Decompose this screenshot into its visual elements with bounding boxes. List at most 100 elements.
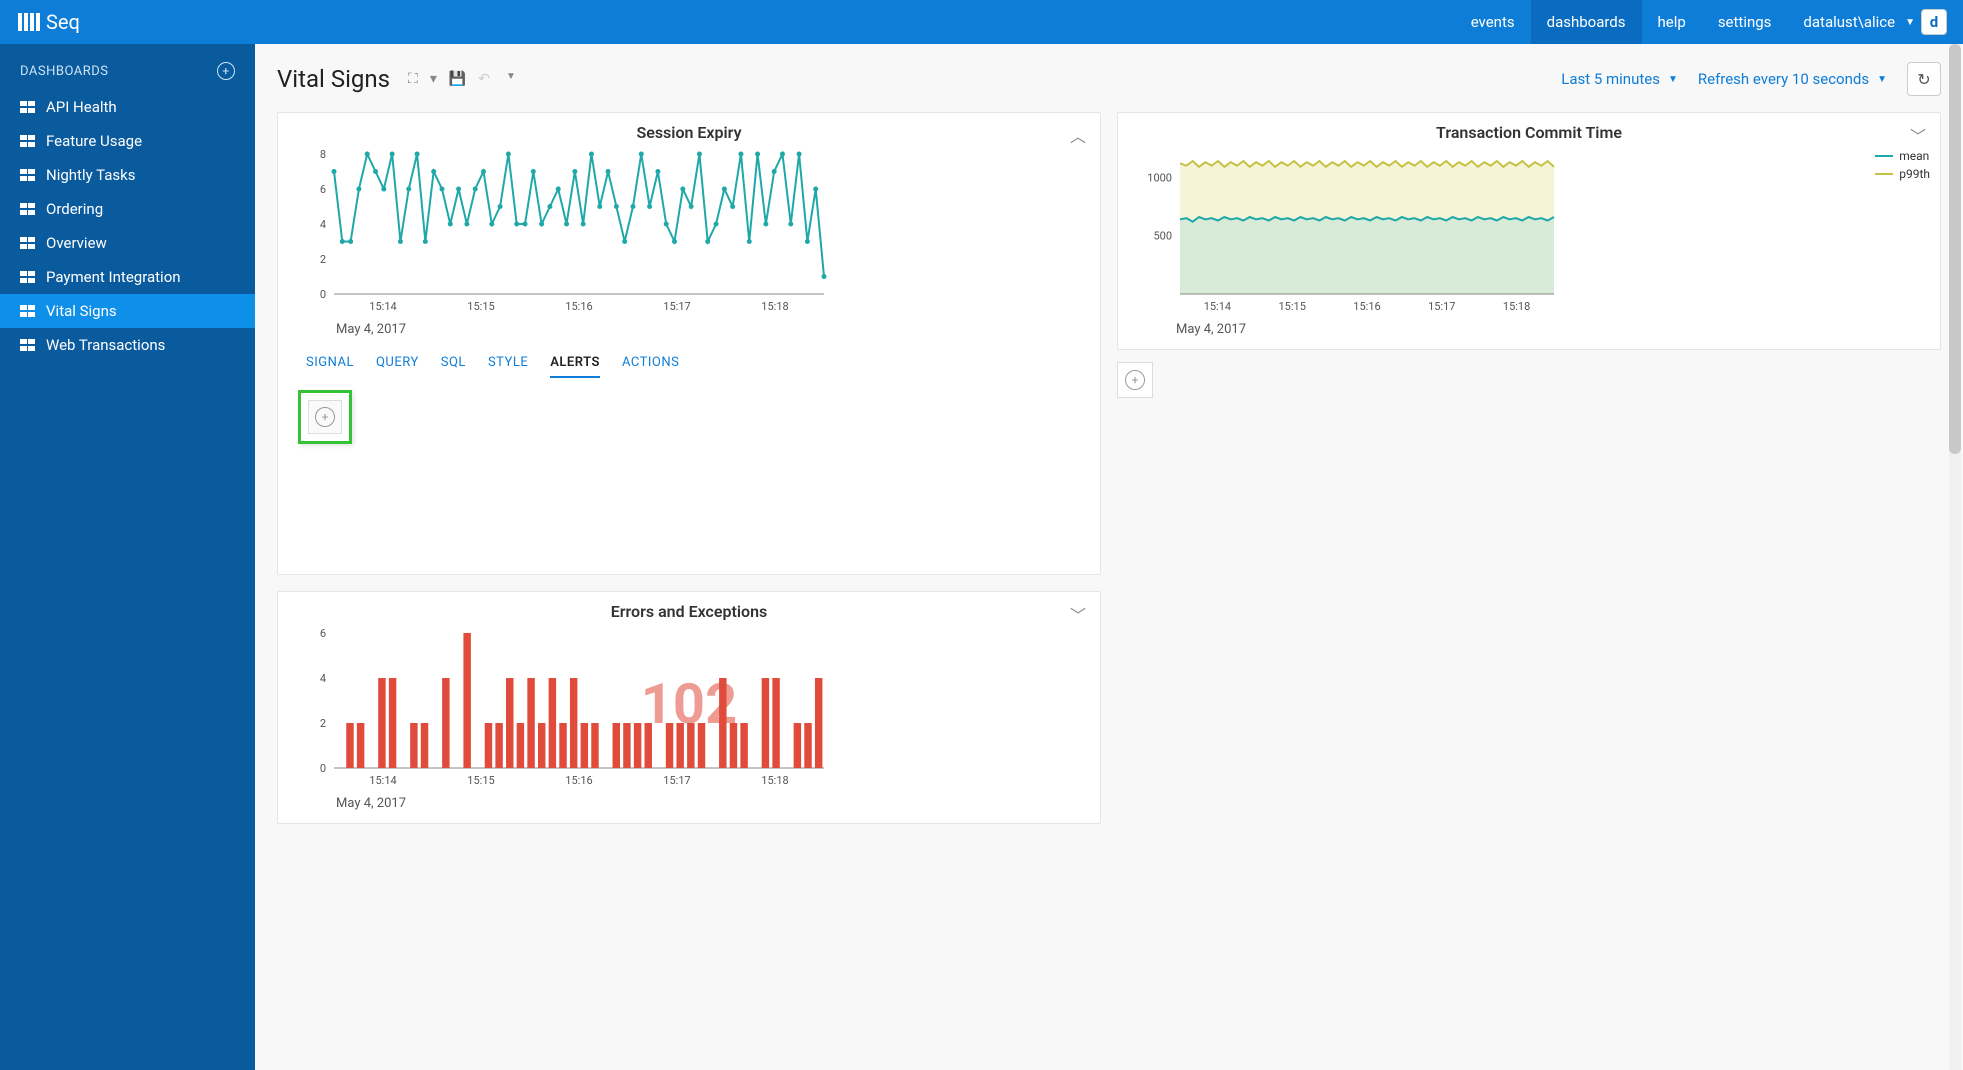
save-icon[interactable]: 💾 <box>449 71 466 87</box>
tab-alerts[interactable]: ALERTS <box>550 355 600 378</box>
svg-text:15:17: 15:17 <box>663 774 690 787</box>
refresh-selector[interactable]: Refresh every 10 seconds ▼ <box>1698 70 1887 88</box>
panel-title: Errors and Exceptions <box>294 602 1084 621</box>
sidebar-item-ordering[interactable]: Ordering <box>0 192 255 226</box>
logo[interactable]: Seq <box>0 10 98 34</box>
panel-title: Transaction Commit Time <box>1134 123 1924 142</box>
svg-text:15:16: 15:16 <box>1353 300 1380 313</box>
errors-chart[interactable]: 024615:1415:1515:1615:1715:18 <box>294 627 834 792</box>
svg-text:4: 4 <box>320 218 326 231</box>
svg-text:15:17: 15:17 <box>1428 300 1455 313</box>
sidebar-item-label: API Health <box>46 98 117 116</box>
session-expiry-chart[interactable]: 0246815:1415:1515:1615:1715:18 <box>294 148 834 318</box>
svg-text:15:15: 15:15 <box>467 774 494 787</box>
more-icon[interactable]: ▼ <box>506 71 516 87</box>
sidebar-item-feature-usage[interactable]: Feature Usage <box>0 124 255 158</box>
dashboard-icon <box>20 237 36 249</box>
svg-text:15:14: 15:14 <box>369 774 396 787</box>
svg-text:15:16: 15:16 <box>565 300 592 313</box>
chart-date: May 4, 2017 <box>1176 322 1924 337</box>
filter-icon[interactable]: ▾ <box>430 71 437 87</box>
svg-text:6: 6 <box>320 183 326 196</box>
chevron-down-icon: ▼ <box>1877 74 1887 85</box>
plus-circle-icon: + <box>1125 370 1145 390</box>
time-range-label: Last 5 minutes <box>1561 70 1660 88</box>
nav-settings[interactable]: settings <box>1702 0 1788 44</box>
sidebar-item-label: Payment Integration <box>46 268 181 286</box>
sidebar-item-label: Nightly Tasks <box>46 166 135 184</box>
time-range-selector[interactable]: Last 5 minutes ▼ <box>1561 70 1678 88</box>
dashboard-icon <box>20 339 36 351</box>
tab-style[interactable]: STYLE <box>488 355 528 378</box>
sidebar-item-vital-signs[interactable]: Vital Signs <box>0 294 255 328</box>
add-alert-button[interactable]: + <box>308 400 342 434</box>
transaction-chart[interactable]: 500100015:1415:1515:1615:1715:18 <box>1134 148 1614 318</box>
svg-text:4: 4 <box>320 672 326 685</box>
add-dashboard-icon[interactable]: + <box>217 62 235 80</box>
add-panel-button[interactable]: + <box>1117 362 1153 398</box>
svg-text:15:18: 15:18 <box>761 774 788 787</box>
sidebar-item-label: Overview <box>46 234 107 252</box>
dashboard-icon <box>20 169 36 181</box>
refresh-label: Refresh every 10 seconds <box>1698 70 1869 88</box>
brand-name: Seq <box>46 10 80 34</box>
main: Vital Signs ⛶ ▾ 💾 ↶ ▼ Last 5 minutes ▼ R… <box>255 44 1963 1070</box>
svg-text:8: 8 <box>320 148 326 161</box>
tab-sql[interactable]: SQL <box>441 355 466 378</box>
dashboard-icon <box>20 101 36 113</box>
chevron-down-icon: ▼ <box>1905 17 1915 28</box>
add-alert-highlighted: + <box>298 390 352 444</box>
nav-user-label: datalust\alice <box>1803 13 1895 31</box>
sidebar-item-label: Ordering <box>46 200 103 218</box>
nav-events[interactable]: events <box>1455 0 1531 44</box>
page-header: Vital Signs ⛶ ▾ 💾 ↶ ▼ Last 5 minutes ▼ R… <box>277 62 1941 96</box>
sidebar-item-api-health[interactable]: API Health <box>0 90 255 124</box>
sidebar-header-label: DASHBOARDS <box>20 64 109 79</box>
svg-text:1000: 1000 <box>1147 171 1172 184</box>
fullscreen-icon[interactable]: ⛶ <box>408 71 418 87</box>
svg-text:15:15: 15:15 <box>1278 300 1305 313</box>
svg-text:500: 500 <box>1153 230 1172 243</box>
page-title: Vital Signs <box>277 65 390 93</box>
tab-signal[interactable]: SIGNAL <box>306 355 354 378</box>
chart-date: May 4, 2017 <box>336 322 1084 337</box>
sidebar-item-overview[interactable]: Overview <box>0 226 255 260</box>
nav-user[interactable]: datalust\alice ▼ d <box>1787 0 1963 44</box>
dashboard-icon <box>20 305 36 317</box>
tab-actions[interactable]: ACTIONS <box>622 355 679 378</box>
svg-text:15:14: 15:14 <box>369 300 396 313</box>
nav-dashboards[interactable]: dashboards <box>1531 0 1642 44</box>
sidebar-list: API Health Feature Usage Nightly Tasks Orde… <box>0 90 255 362</box>
sidebar-header: DASHBOARDS + <box>0 62 255 90</box>
transaction-panel: Transaction Commit Time ﹀ meanp99th 5001… <box>1117 112 1941 350</box>
sidebar-item-nightly-tasks[interactable]: Nightly Tasks <box>0 158 255 192</box>
sidebar-item-payment-integration[interactable]: Payment Integration <box>0 260 255 294</box>
dashboard-icon <box>20 203 36 215</box>
sidebar-item-label: Vital Signs <box>46 302 117 320</box>
svg-text:15:14: 15:14 <box>1204 300 1231 313</box>
scrollbar-thumb[interactable] <box>1949 44 1961 454</box>
svg-text:6: 6 <box>320 627 326 640</box>
dashboard-icon <box>20 135 36 147</box>
chart-date: May 4, 2017 <box>336 796 1084 811</box>
sidebar-item-label: Web Transactions <box>46 336 165 354</box>
sidebar-item-label: Feature Usage <box>46 132 142 150</box>
errors-panel: Errors and Exceptions ﹀ 102 024615:1415:… <box>277 591 1101 824</box>
expand-icon[interactable]: ﹀ <box>1910 123 1926 147</box>
svg-text:0: 0 <box>320 288 326 301</box>
svg-text:15:18: 15:18 <box>761 300 788 313</box>
tab-query[interactable]: QUERY <box>376 355 419 378</box>
svg-text:15:15: 15:15 <box>467 300 494 313</box>
svg-text:15:16: 15:16 <box>565 774 592 787</box>
sidebar-item-web-transactions[interactable]: Web Transactions <box>0 328 255 362</box>
nav-help[interactable]: help <box>1642 0 1702 44</box>
logo-bars-icon <box>18 13 40 31</box>
user-avatar-icon: d <box>1921 9 1947 35</box>
svg-text:15:17: 15:17 <box>663 300 690 313</box>
refresh-button[interactable]: ↻ <box>1907 62 1941 96</box>
expand-icon[interactable]: ﹀ <box>1070 602 1086 626</box>
session-expiry-panel: Session Expiry ︿ 0246815:1415:1515:1615:… <box>277 112 1101 575</box>
toolbar-icons: ⛶ ▾ 💾 ↶ ▼ <box>408 71 516 87</box>
collapse-icon[interactable]: ︿ <box>1070 123 1086 147</box>
undo-icon[interactable]: ↶ <box>478 71 490 87</box>
